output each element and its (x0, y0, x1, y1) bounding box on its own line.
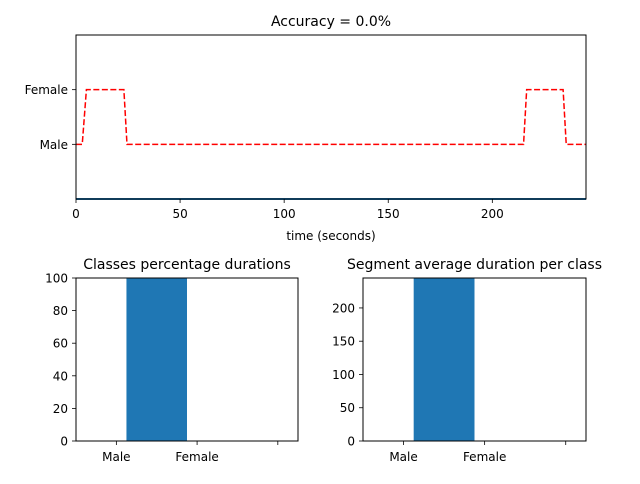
predicted-class-line (76, 88, 586, 146)
x-axis-label: time (seconds) (286, 229, 375, 243)
x-tick-label: Female (175, 450, 218, 464)
class-percentage-chart: 0 20 40 60 80 100 Male Female Classes percentage… (45, 257, 299, 464)
x-tick-label: Male (389, 450, 417, 464)
y-tick-label: 0 (347, 435, 355, 449)
y-tick-label: 200 (332, 301, 355, 315)
chart-title: Accuracy = 0.0% (271, 14, 391, 30)
chart-title: Classes percentage durations (83, 257, 291, 273)
y-tick-label: Male (40, 138, 68, 152)
y-tick-label: 100 (45, 272, 68, 286)
bar-plot-frame (75, 277, 299, 442)
x-tick-label: Female (463, 450, 506, 464)
x-tick-label: 50 (172, 207, 187, 221)
segment-duration-chart: 0 50 100 150 200 Male Female Segment average du… (332, 257, 602, 464)
y-tick-label: Female (25, 83, 68, 97)
x-tick-label: 200 (481, 207, 504, 221)
y-tick-label: 40 (53, 369, 68, 383)
x-tick-label: 150 (377, 207, 400, 221)
y-tick-label: 0 (60, 435, 68, 449)
y-tick-label: 100 (332, 368, 355, 382)
chart-title: Segment average duration per class (347, 257, 602, 273)
bar-plot-frame (362, 277, 587, 442)
timeline-plot-frame (75, 34, 587, 200)
x-tick-label: 100 (273, 207, 296, 221)
bar (126, 278, 187, 441)
y-tick-label: 50 (340, 401, 355, 415)
y-tick-label: 60 (53, 337, 68, 351)
y-tick-label: 150 (332, 335, 355, 349)
timeline-chart: 0 50 100 150 200 Male Female Accuracy = 0.0% tim… (25, 14, 587, 243)
x-tick-label: Male (102, 450, 130, 464)
y-tick-label: 20 (53, 402, 68, 416)
x-tick-label: 0 (72, 207, 80, 221)
y-tick-label: 80 (53, 304, 68, 318)
bar (413, 278, 475, 441)
